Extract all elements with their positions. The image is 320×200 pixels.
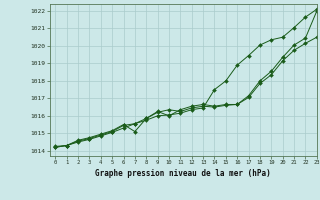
X-axis label: Graphe pression niveau de la mer (hPa): Graphe pression niveau de la mer (hPa) <box>95 169 271 178</box>
